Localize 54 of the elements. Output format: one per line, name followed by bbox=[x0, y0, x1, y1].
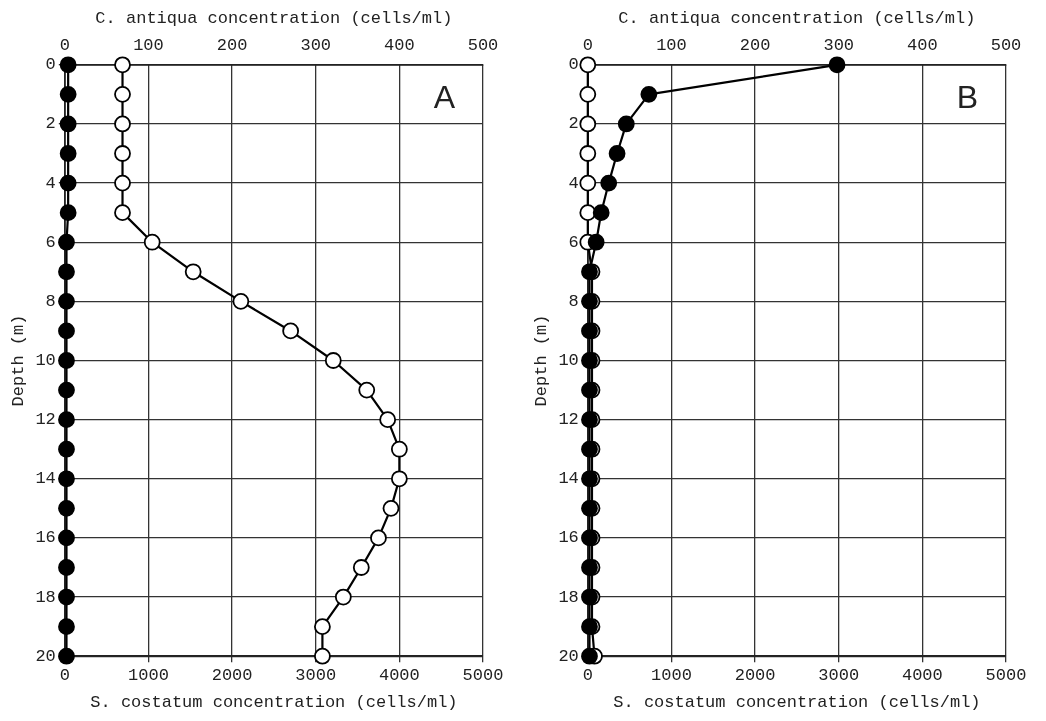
y-tick-label: 14 bbox=[558, 469, 579, 489]
x-tick-label: 3000 bbox=[818, 665, 860, 685]
y-tick-label: 18 bbox=[35, 587, 56, 607]
x-axis-title: S. costatum concentration (cells/ml) bbox=[90, 693, 458, 713]
y-tick-label: 4 bbox=[568, 173, 579, 193]
y-tick-label: 20 bbox=[558, 646, 579, 666]
x-tick-label: 0 bbox=[582, 665, 593, 685]
y-tick-label: 18 bbox=[558, 587, 579, 607]
y-tick-label: 6 bbox=[568, 232, 579, 252]
x2-axis-title: C. antiqua concentration (cells/ml) bbox=[95, 8, 453, 28]
y-tick-label: 0 bbox=[45, 55, 56, 75]
x2-tick-label: 500 bbox=[467, 36, 499, 56]
y-tick-label: 14 bbox=[35, 469, 56, 489]
x2-axis-title: C. antiqua concentration (cells/ml) bbox=[618, 8, 976, 28]
x2-tick-label: 400 bbox=[907, 36, 938, 56]
x2-tick-label: 100 bbox=[656, 36, 687, 56]
y-tick-label: 8 bbox=[45, 291, 56, 311]
y-tick-label: 2 bbox=[45, 114, 56, 134]
x-tick-label: 0 bbox=[59, 665, 70, 685]
y-tick-label: 4 bbox=[45, 173, 56, 193]
x2-tick-label: 500 bbox=[990, 36, 1022, 56]
x-tick-label: 5000 bbox=[985, 665, 1027, 685]
x2-tick-label: 200 bbox=[739, 36, 771, 56]
y-tick-label: 12 bbox=[35, 410, 56, 430]
x2-tick-label: 300 bbox=[300, 36, 332, 56]
x-tick-label: 4000 bbox=[901, 665, 943, 685]
x-tick-label: 2000 bbox=[734, 665, 776, 685]
x-tick-label: 4000 bbox=[378, 665, 420, 685]
y-axis-title: Depth (m) bbox=[8, 314, 28, 407]
x2-tick-label: 300 bbox=[823, 36, 855, 56]
y-tick-label: 6 bbox=[45, 232, 56, 252]
x-tick-label: 1000 bbox=[651, 665, 692, 685]
x-tick-label: 3000 bbox=[295, 665, 337, 685]
y-tick-label: 16 bbox=[558, 528, 579, 548]
x2-tick-label: 0 bbox=[59, 36, 70, 56]
y-tick-label: 20 bbox=[35, 646, 56, 666]
y-tick-label: 16 bbox=[35, 528, 56, 548]
y-tick-label: 12 bbox=[558, 410, 579, 430]
y-axis-title: Depth (m) bbox=[531, 314, 551, 407]
y-tick-label: 10 bbox=[558, 351, 579, 370]
y-tick-label: 10 bbox=[35, 351, 56, 370]
x-axis-title: S. costatum concentration (cells/ml) bbox=[613, 693, 981, 713]
annotation: A bbox=[433, 78, 456, 115]
y-tick-label: 8 bbox=[568, 291, 579, 311]
x2-tick-label: 400 bbox=[384, 36, 415, 56]
x2-tick-label: 200 bbox=[216, 36, 248, 56]
x2-tick-label: 100 bbox=[133, 36, 164, 56]
y-tick-label: 2 bbox=[568, 114, 579, 134]
x-tick-label: 5000 bbox=[462, 665, 504, 685]
annotation: B bbox=[956, 78, 978, 115]
x-tick-label: 1000 bbox=[128, 665, 169, 685]
x-tick-label: 2000 bbox=[211, 665, 253, 685]
x2-tick-label: 0 bbox=[582, 36, 593, 56]
y-tick-label: 0 bbox=[568, 55, 579, 75]
